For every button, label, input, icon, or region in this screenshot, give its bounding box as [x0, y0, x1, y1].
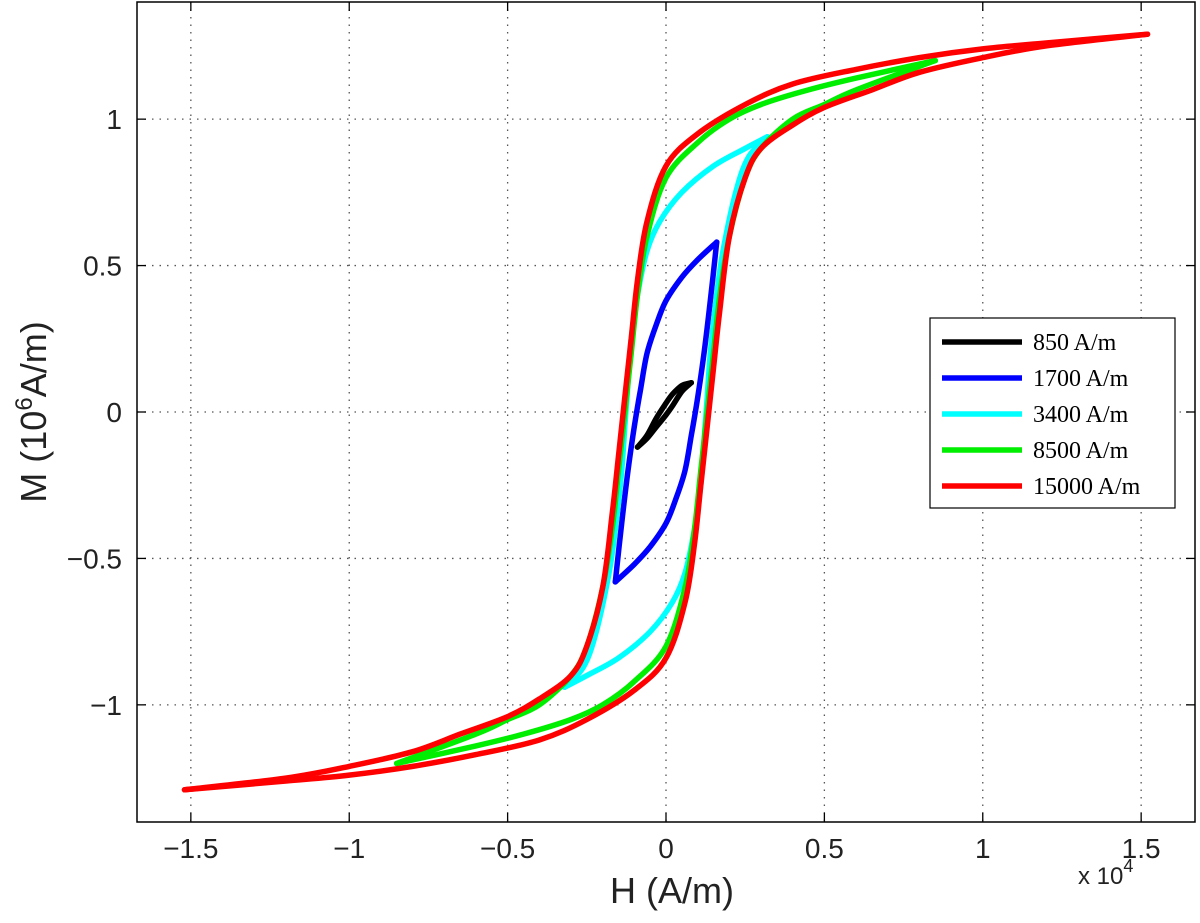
- x-axis-multiplier: x 104: [1078, 856, 1133, 890]
- y-tick-label: −1: [90, 690, 122, 721]
- y-tick-label: −0.5: [67, 543, 122, 574]
- legend-label: 850 A/m: [1033, 330, 1117, 356]
- legend-item: 8500 A/m: [942, 438, 1129, 464]
- grid: [137, 2, 1195, 822]
- x-tick-label: −1.5: [163, 833, 218, 864]
- x-tick-labels: −1.5 −1 −0.5 0 0.5 1 1.5: [163, 833, 1160, 864]
- legend-label: 15000 A/m: [1033, 474, 1141, 500]
- legend-label: 1700 A/m: [1033, 366, 1129, 392]
- x-tick-label: −1: [333, 833, 365, 864]
- series-lines: [181, 31, 1151, 793]
- x-tick-label: 0: [658, 833, 674, 864]
- legend-item: 15000 A/m: [942, 474, 1141, 500]
- y-axis-label: M (106A/m): [11, 321, 54, 502]
- series-850-a-m: [634, 379, 695, 450]
- legend: 850 A/m 1700 A/m 3400 A/m 8500 A/m 15000 A/m: [929, 317, 1176, 509]
- x-tick-label: 1.5: [1122, 833, 1161, 864]
- series-15000-a-m: [181, 31, 1151, 793]
- ascending-branch: [612, 239, 720, 585]
- ticks: [137, 2, 1195, 822]
- x-axis-label: H (A/m): [610, 870, 734, 911]
- series-1700-a-m: [612, 239, 720, 585]
- x-tick-label: 0.5: [805, 833, 844, 864]
- y-tick-label: 1: [106, 104, 122, 135]
- descending-branch: [612, 239, 720, 585]
- y-tick-label: 0.5: [83, 251, 122, 282]
- legend-label: 3400 A/m: [1033, 402, 1129, 428]
- ascending-branch: [181, 31, 1151, 793]
- y-tick-label: 0: [106, 397, 122, 428]
- x-tick-label: 1: [975, 833, 991, 864]
- legend-item: 1700 A/m: [942, 366, 1129, 392]
- descending-branch: [181, 31, 1151, 793]
- legend-item: 3400 A/m: [942, 402, 1129, 428]
- legend-label: 8500 A/m: [1033, 438, 1129, 464]
- x-tick-label: −0.5: [480, 833, 535, 864]
- y-tick-labels: −1 −0.5 0 0.5 1: [67, 104, 122, 721]
- descending-branch: [634, 379, 695, 450]
- legend-item: 850 A/m: [942, 330, 1117, 356]
